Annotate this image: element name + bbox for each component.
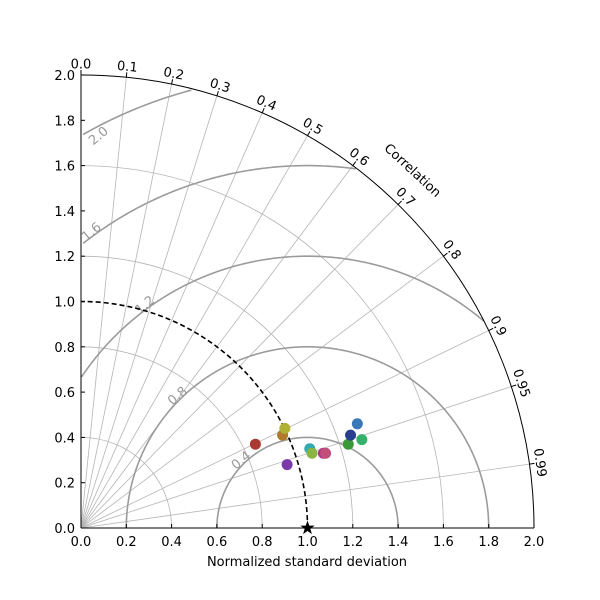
correlation-tick-label: 0.95 bbox=[509, 367, 532, 399]
std-grid-arc bbox=[80, 346, 263, 529]
correlation-tick-mark bbox=[529, 462, 535, 465]
x-tick-label: 1.6 bbox=[433, 535, 454, 550]
x-tick-label: 0.4 bbox=[161, 535, 182, 550]
rms-contour-label: 0.8 bbox=[165, 384, 190, 409]
y-tick-label: 0.0 bbox=[54, 522, 75, 537]
rms-contour-label: 1.6 bbox=[79, 220, 104, 245]
std-grid-arc bbox=[80, 255, 354, 529]
rms-contour bbox=[80, 255, 485, 378]
x-axis-title: Normalized standard deviation bbox=[207, 555, 407, 570]
correlation-tick-mark bbox=[352, 161, 357, 166]
correlation-ray bbox=[80, 95, 218, 529]
correlation-tick-mark bbox=[443, 252, 448, 257]
x-tick-label: 1.0 bbox=[297, 535, 318, 550]
data-point bbox=[356, 434, 368, 446]
rms-contour bbox=[125, 345, 490, 529]
data-point bbox=[342, 438, 354, 450]
data-point bbox=[345, 429, 357, 441]
correlation-ray bbox=[80, 112, 263, 529]
correlation-tick-mark bbox=[171, 79, 174, 85]
correlation-tick-mark bbox=[307, 131, 311, 136]
data-point bbox=[281, 459, 293, 471]
x-tick-label: 2.0 bbox=[524, 535, 545, 550]
correlation-ray bbox=[80, 84, 172, 529]
correlation-ray bbox=[80, 135, 308, 529]
y-tick-label: 0.8 bbox=[54, 341, 75, 356]
y-tick-label: 0.2 bbox=[54, 477, 75, 492]
reference-star-marker bbox=[300, 520, 315, 535]
correlation-tick-label: 0.6 bbox=[346, 145, 372, 169]
x-tick-label: 1.8 bbox=[478, 535, 499, 550]
y-tick-label: 1.0 bbox=[54, 296, 75, 311]
correlation-tick-mark bbox=[488, 327, 494, 331]
rms-contour bbox=[82, 164, 356, 245]
outer-arc bbox=[80, 74, 535, 529]
std-grid-arc bbox=[80, 165, 444, 529]
correlation-ray bbox=[80, 386, 512, 529]
correlation-tick-mark bbox=[216, 90, 219, 97]
correlation-tick-mark bbox=[125, 72, 128, 78]
correlation-tick-label: 0.4 bbox=[254, 93, 279, 115]
y-tick-label: 1.2 bbox=[54, 250, 75, 265]
rms-contour-label: 2.0 bbox=[86, 124, 111, 149]
reference-std-arc bbox=[80, 300, 309, 529]
x-tick-label: 0.0 bbox=[71, 535, 92, 550]
correlation-tick-mark bbox=[397, 200, 402, 205]
correlation-tick-label: 0.99 bbox=[530, 447, 549, 478]
correlation-tick-mark bbox=[511, 384, 517, 388]
correlation-tick-label: 0.2 bbox=[162, 65, 185, 84]
rms-contour bbox=[216, 436, 399, 528]
correlation-tick-label: 0.8 bbox=[439, 237, 463, 263]
data-point bbox=[320, 447, 332, 459]
correlation-tick-label: 0.3 bbox=[208, 76, 232, 97]
y-tick-label: 1.4 bbox=[54, 205, 75, 220]
data-point bbox=[279, 422, 291, 434]
correlation-tick-mark bbox=[261, 108, 265, 114]
x-tick-label: 1.2 bbox=[342, 535, 363, 550]
correlation-tick-label: 0.9 bbox=[486, 314, 509, 339]
data-point bbox=[249, 438, 261, 450]
x-tick-label: 0.8 bbox=[252, 535, 273, 550]
data-point bbox=[351, 418, 363, 430]
correlation-axis-title: Correlation bbox=[381, 141, 444, 201]
y-tick-label: 0.4 bbox=[54, 431, 75, 446]
data-point bbox=[306, 447, 318, 459]
x-tick-label: 0.2 bbox=[116, 535, 137, 550]
rms-contour bbox=[82, 89, 192, 136]
correlation-tick-label: 0.0 bbox=[71, 58, 92, 73]
rms-contour-label: 0.4 bbox=[229, 448, 254, 473]
x-tick-label: 1.4 bbox=[388, 535, 409, 550]
y-tick-label: 2.0 bbox=[54, 69, 75, 84]
data-points bbox=[249, 418, 368, 535]
correlation-tick-label: 0.1 bbox=[116, 59, 138, 76]
correlation-tick-label: 0.5 bbox=[300, 115, 325, 138]
y-tick-label: 1.6 bbox=[54, 160, 75, 175]
y-tick-label: 0.6 bbox=[54, 386, 75, 401]
x-tick-label: 0.6 bbox=[207, 535, 228, 550]
y-tick-label: 1.8 bbox=[54, 114, 75, 129]
